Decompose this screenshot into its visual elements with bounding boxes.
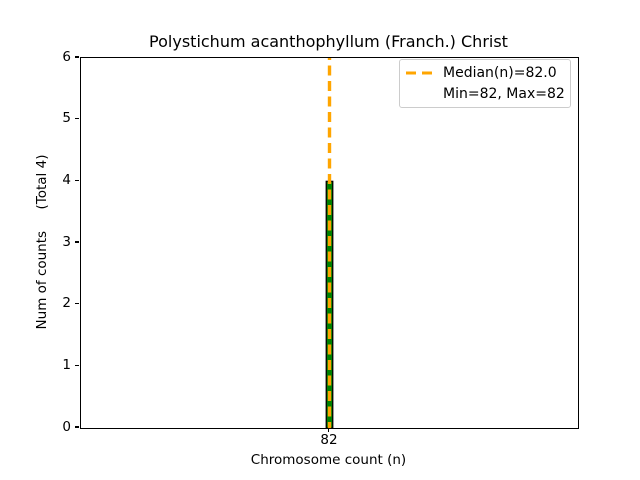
- plot-canvas: [325, 58, 334, 428]
- y-tick-mark: [75, 241, 79, 243]
- x-tick-mark: [327, 428, 330, 432]
- y-tick-label: 0: [62, 418, 71, 435]
- median-dashed-line-icon: [406, 71, 434, 75]
- y-tick-mark: [75, 303, 79, 305]
- legend: Median(n)=82.0 Min=82, Max=82: [399, 59, 571, 108]
- y-tick-label: 5: [62, 110, 71, 127]
- y-tick-mark: [75, 426, 79, 428]
- y-tick-label: 1: [62, 356, 71, 373]
- legend-empty-sample: [406, 84, 434, 104]
- y-tick-label: 3: [62, 233, 71, 250]
- chart-title: Polystichum acanthophyllum (Franch.) Chr…: [149, 32, 508, 51]
- y-tick-mark: [75, 56, 79, 58]
- x-tick-label: 82: [320, 432, 338, 448]
- legend-label-minmax: Min=82, Max=82: [443, 85, 565, 102]
- y-tick-mark: [75, 118, 79, 120]
- y-tick-label: 2: [62, 295, 71, 312]
- y-tick-label: 4: [62, 171, 71, 188]
- legend-label-median: Median(n)=82.0: [443, 65, 557, 82]
- plot-area: [80, 57, 579, 429]
- x-axis-label: Chromosome count (n): [250, 452, 407, 468]
- y-tick-mark: [75, 179, 79, 181]
- y-tick-mark: [75, 364, 79, 366]
- legend-row-median: Median(n)=82.0: [406, 63, 564, 84]
- y-tick-label: 6: [62, 48, 71, 65]
- legend-row-minmax: Min=82, Max=82: [406, 84, 565, 105]
